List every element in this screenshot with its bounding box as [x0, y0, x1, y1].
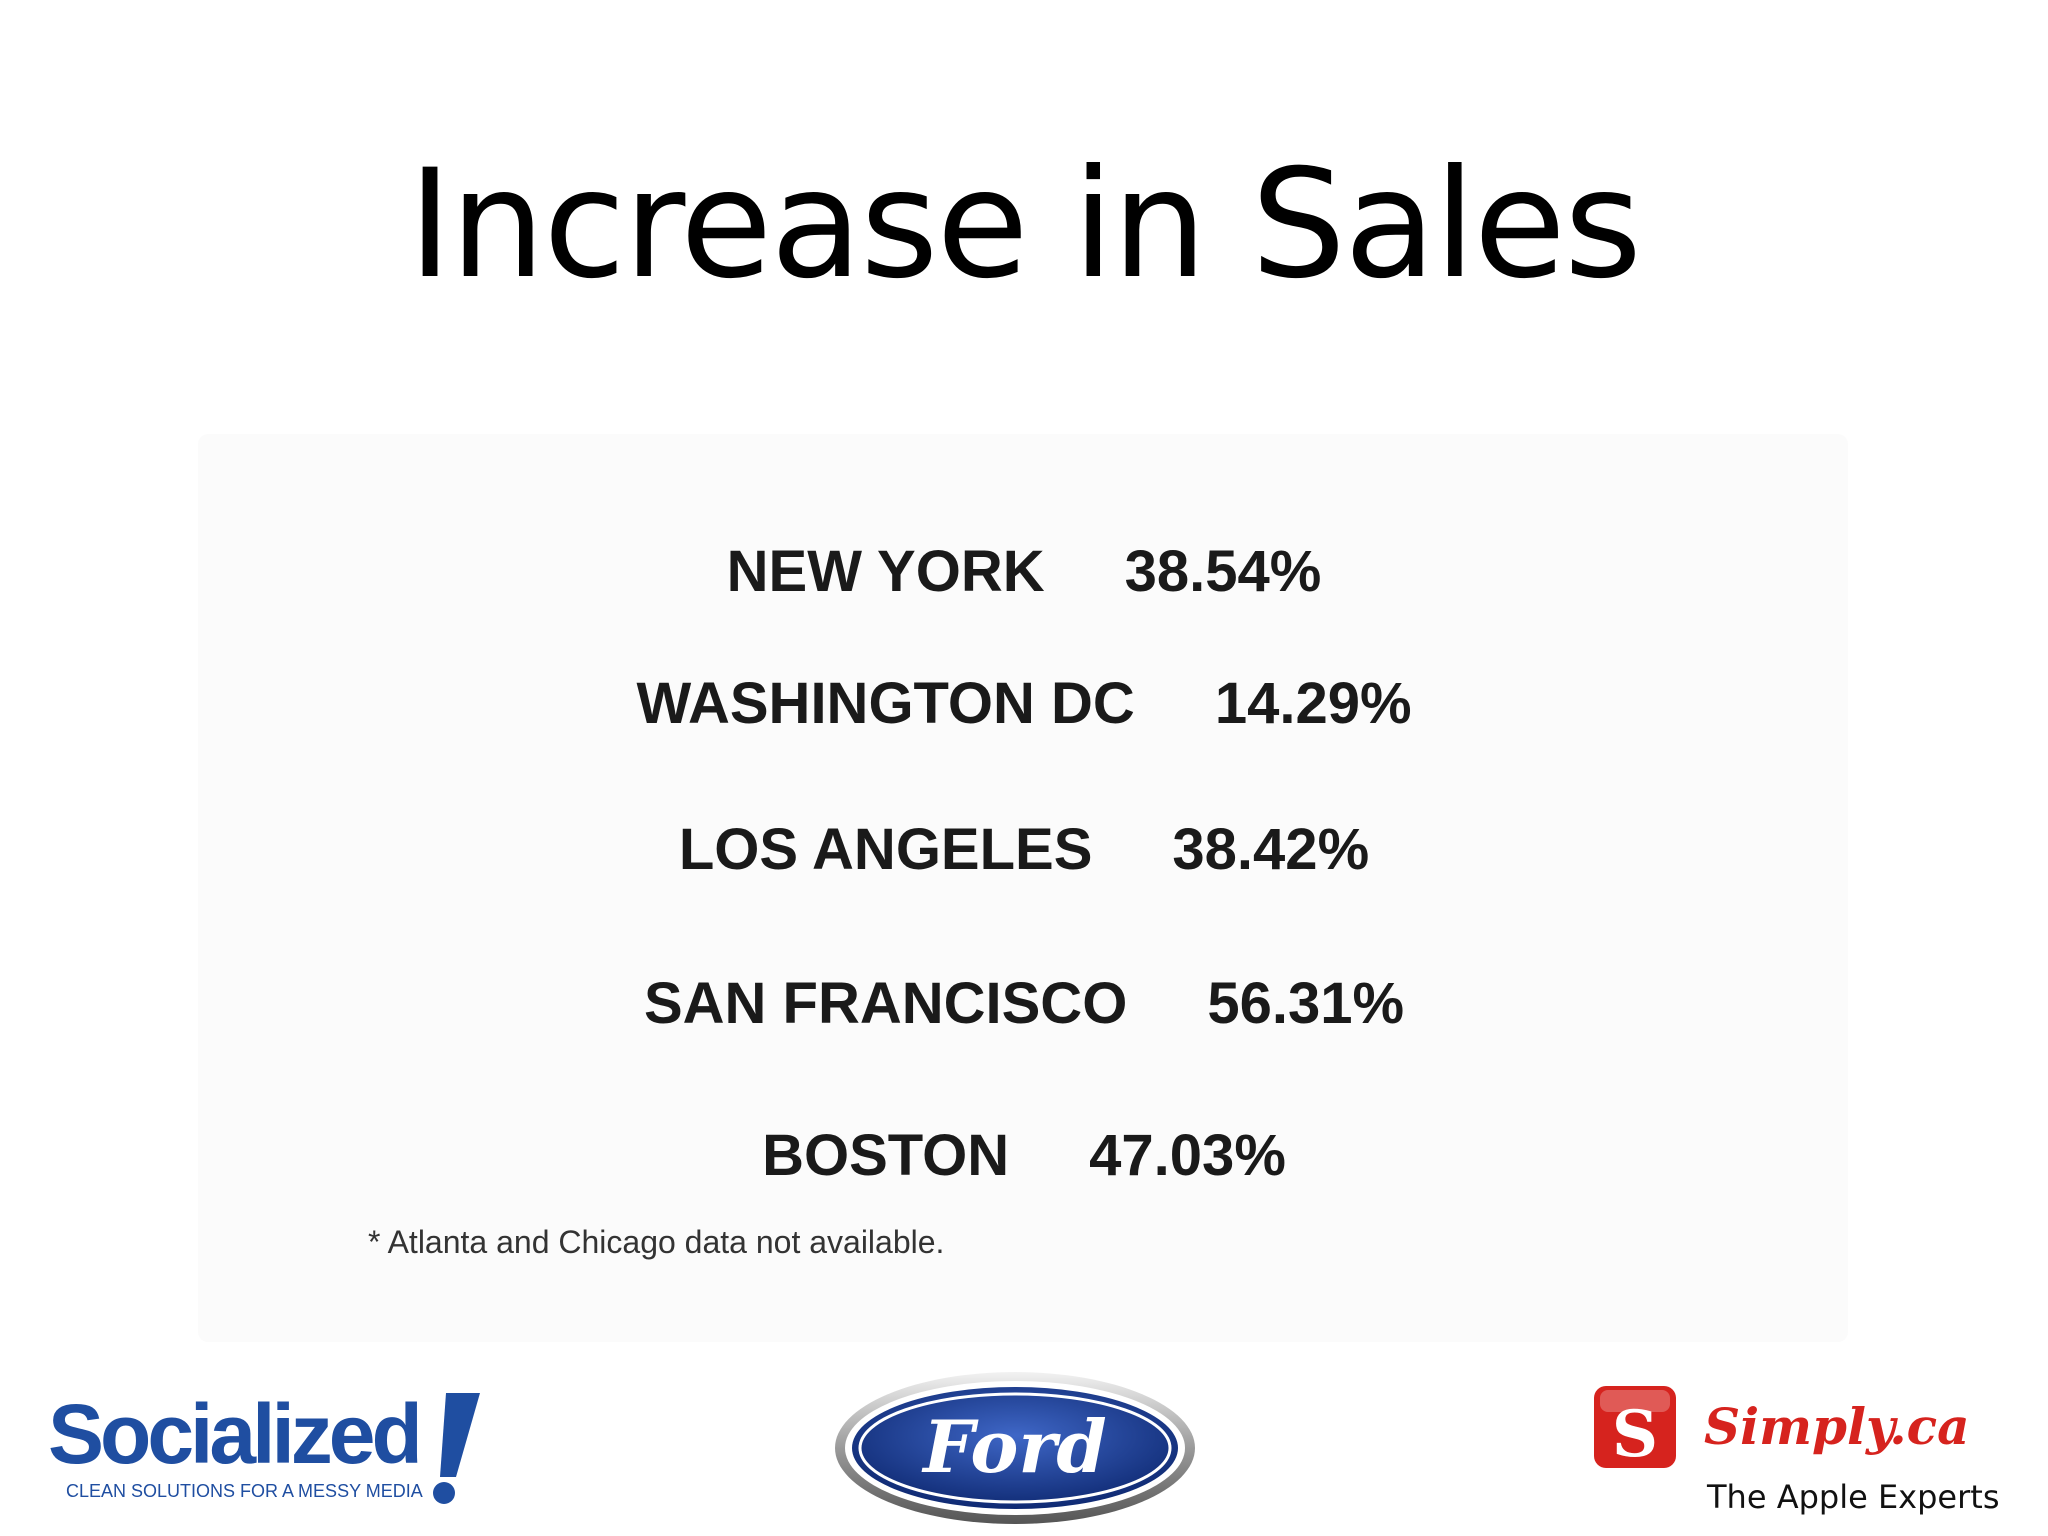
city-name: WASHINGTON DC	[636, 671, 1135, 736]
svg-text:S: S	[1612, 1397, 1658, 1472]
sales-increase: 47.03%	[1089, 1123, 1286, 1188]
simply-tagline: The Apple Experts	[1706, 1478, 1999, 1516]
sales-row: LOS ANGELES 38.42%	[0, 816, 2048, 883]
socialized-logo-name: Socialized	[48, 1387, 419, 1481]
city-name: SAN FRANCISCO	[643, 971, 1128, 1036]
sales-row: WASHINGTON DC 14.29%	[0, 670, 2048, 737]
sales-row: BOSTON 47.03%	[0, 1122, 2048, 1189]
sales-data-panel	[198, 434, 1848, 1342]
sales-increase: 14.29%	[1214, 671, 1412, 736]
socialized-logo: Socialized CLEAN SOLUTIONS FOR A MESSY M…	[48, 1387, 480, 1504]
ford-logo-name: Ford	[921, 1404, 1106, 1489]
exclamation-icon	[440, 1393, 480, 1477]
slide-title: Increase in Sales	[407, 138, 1642, 312]
city-name: BOSTON	[762, 1123, 1010, 1188]
footnote: * Atlanta and Chicago data not available…	[368, 1224, 945, 1260]
simply-s-icon	[1594, 1386, 1676, 1468]
sales-row: NEW YORK 38.54%	[0, 538, 2048, 605]
sales-increase: 56.31%	[1207, 971, 1405, 1036]
city-name: NEW YORK	[726, 539, 1045, 604]
ford-logo: Ford	[835, 1372, 1195, 1524]
sales-row: SAN FRANCISCO 56.31%	[0, 970, 2048, 1037]
simply-logo-name: Simply.ca	[1704, 1397, 1970, 1456]
city-name: LOS ANGELES	[678, 817, 1093, 882]
socialized-tagline: CLEAN SOLUTIONS FOR A MESSY MEDIA	[66, 1481, 423, 1501]
sales-increase: 38.42%	[1172, 817, 1370, 882]
simply-logo: S Simply.ca The Apple Experts	[1594, 1386, 1999, 1516]
sales-increase: 38.54%	[1124, 539, 1322, 604]
